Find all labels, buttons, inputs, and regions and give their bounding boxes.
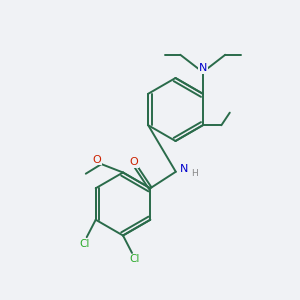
Text: O: O xyxy=(129,157,138,167)
Text: O: O xyxy=(92,154,101,165)
Text: N: N xyxy=(180,164,188,174)
Text: Cl: Cl xyxy=(130,254,140,265)
Text: Cl: Cl xyxy=(79,239,89,249)
Text: H: H xyxy=(191,169,198,178)
Text: N: N xyxy=(199,63,207,73)
